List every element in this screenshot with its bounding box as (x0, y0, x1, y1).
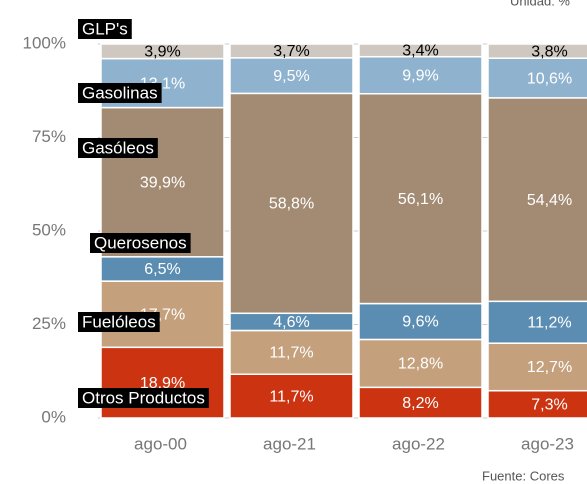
legend-label: GLP's (82, 19, 128, 38)
value-label: 10,6% (527, 70, 572, 87)
x-tick-label: ago-22 (392, 434, 445, 453)
value-label: 3,9% (144, 44, 180, 61)
x-tick-label: ago-21 (263, 434, 316, 453)
value-label: 3,4% (402, 43, 438, 60)
source-note: Fuente: Cores (482, 468, 565, 483)
value-label: 18,9% (140, 375, 185, 392)
value-label: 3,7% (273, 43, 309, 60)
value-label: 11,7% (269, 345, 313, 362)
legend-label: Fuelóleos (82, 312, 156, 331)
value-label: 11,7% (269, 388, 313, 405)
y-tick-label: 25% (32, 314, 66, 333)
value-label: 39,9% (140, 174, 185, 191)
legend-label: Gasóleos (82, 138, 154, 157)
legend-box (78, 19, 132, 39)
value-label: 9,5% (273, 68, 309, 85)
legend-box (78, 388, 209, 408)
legend-label: Querosenos (94, 233, 187, 252)
legend-box (78, 138, 158, 158)
y-tick-label: 50% (32, 220, 66, 239)
bar-segment (487, 97, 587, 303)
legend-label: Gasolinas (82, 83, 158, 102)
value-label: 54,4% (527, 192, 572, 209)
bar-segment (229, 92, 354, 315)
bar-segment (358, 302, 483, 341)
value-label: 3,8% (531, 43, 567, 60)
unit-note: Unidad: % (510, 0, 570, 8)
value-label: 6,5% (144, 261, 180, 278)
legend-box (78, 83, 162, 103)
bar-segment (487, 342, 587, 392)
value-label: 56,1% (398, 191, 443, 208)
bar-segment (100, 43, 225, 60)
value-label: 12,8% (398, 356, 443, 373)
value-label: 11,2% (527, 314, 571, 331)
y-tick-label: 100% (23, 33, 66, 52)
x-tick-label: ago-00 (134, 434, 187, 453)
value-label: 9,6% (402, 314, 438, 331)
x-tick-label: ago-23 (521, 434, 574, 453)
bar-segment (229, 57, 354, 95)
bar-segment (358, 43, 483, 58)
y-tick-label: 0% (41, 407, 66, 426)
legend-box (78, 312, 160, 332)
bar-segment (229, 373, 354, 419)
bar-segment (100, 256, 225, 282)
y-tick-label: 75% (32, 127, 66, 146)
value-label: 12,7% (527, 359, 572, 376)
bar-segment (358, 92, 483, 305)
value-label: 9,9% (402, 67, 438, 84)
bar-segment (229, 43, 354, 59)
bar-segment (358, 338, 483, 389)
value-label: 7,3% (531, 397, 567, 414)
bar-segment (487, 389, 587, 419)
value-label: 58,8% (269, 196, 314, 213)
bar-segment (229, 329, 354, 375)
bar-segment (100, 106, 225, 258)
value-label: 8,2% (402, 395, 438, 412)
bar-segment (358, 386, 483, 419)
value-label: 4,6% (273, 314, 309, 331)
bar-segment (487, 43, 587, 59)
legend-box (90, 233, 191, 253)
legend-label: Otros Productos (82, 388, 205, 407)
bar-segment (487, 300, 587, 344)
